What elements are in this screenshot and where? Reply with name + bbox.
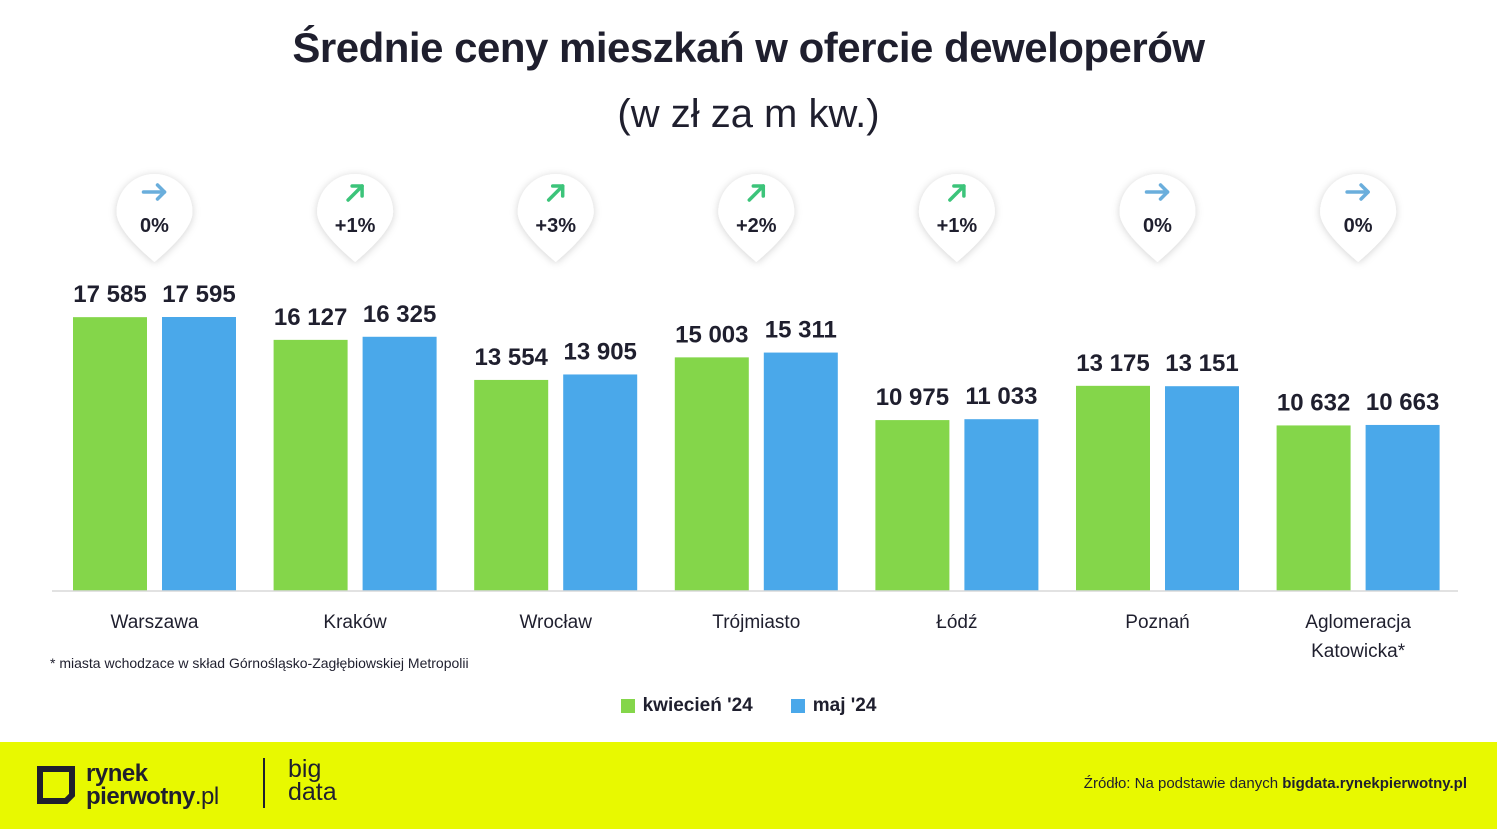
legend-label-may: maj '24 [812,695,877,716]
arrow-up-right-icon [346,184,364,202]
bar-value-label: 16 127 [274,304,347,331]
arrow-right-icon [1345,183,1370,201]
bar-value-label: 15 003 [675,321,748,348]
bar-value-label: 10 663 [1366,389,1439,416]
bar-april [1076,385,1150,591]
category-label: Warszawa [111,612,199,633]
footer-bar: rynek pierwotny.pl big data Źródło: Na p… [0,742,1497,829]
change-badge-shape [1119,174,1196,262]
bar-april [73,317,147,591]
bar-may [1365,424,1440,591]
bigdata-line1: big [288,755,322,783]
bar-value-label: 15 311 [765,317,837,344]
bar-may [1165,386,1239,591]
bar-may [563,374,638,591]
legend-swatch-april [620,699,635,713]
legend: kwiecień '24 maj '24 [0,695,1497,717]
change-badge: 0% [1320,174,1397,262]
change-badge-shape [718,174,795,262]
bigdata-logo: big data [288,755,337,806]
bar-value-label: 16 325 [363,301,436,328]
brand-line2: pierwotny [86,783,195,810]
change-percent-label: 0% [1344,215,1373,237]
chart-subtitle: (w zł za m kw.) [617,92,880,136]
bar-april [474,379,549,591]
bar-value-label: 13 151 [1165,350,1238,377]
bar-value-label: 13 554 [474,344,548,371]
change-percent-label: 0% [1143,215,1172,237]
change-percent-label: +1% [937,215,978,237]
change-percent-label: 0% [140,215,169,237]
bar-april [1276,425,1351,591]
chart-title: Średnie ceny mieszkań w ofercie dewelope… [292,24,1205,71]
category-label: Aglomeracja Katowicka* [1305,612,1411,662]
category-label: Trójmiasto [712,612,800,633]
brand-line1: rynek [86,760,148,787]
change-badge: +3% [517,174,594,262]
change-badge-shape [116,174,193,262]
category-label: Wrocław [519,612,592,633]
bar-april [875,420,950,591]
change-badge-shape [918,174,995,262]
bar-chart: 0% +1% +3% +2% +1% 0% 0% 17 585 17 595 16 127 16 … [52,174,1458,662]
footer-divider [263,758,265,808]
bar-april [674,357,749,591]
arrow-up-right-icon [948,184,966,202]
source-prefix: Źródło: Na podstawie danych [1083,775,1279,792]
bar-value-label: 11 033 [965,383,1037,410]
legend-label-april: kwiecień '24 [642,695,753,716]
bar-may [964,419,1039,591]
bar-value-label: 10 975 [876,384,949,411]
bar-value-label: 13 905 [563,338,636,365]
change-badge: +1% [317,174,394,262]
brand-logo[interactable]: rynek pierwotny.pl [36,760,219,810]
footnote: * miasta wchodzace w skład Górnośląsko-Z… [50,655,469,671]
bar-value-label: 17 595 [162,281,235,308]
change-badge: 0% [1119,174,1196,262]
legend-item-april: kwiecień '24 [620,695,753,717]
change-badge: 0% [116,174,193,262]
arrow-up-right-icon [747,184,766,202]
brand-name: rynek pierwotny.pl [86,760,219,810]
bar-may [763,352,838,591]
legend-swatch-may [790,699,805,713]
arrow-right-icon [1144,183,1170,201]
category-label: Kraków [323,612,387,633]
bar-value-label: 10 632 [1277,389,1350,416]
change-badge-shape [317,174,394,262]
bar-may [362,336,437,591]
change-percent-label: +2% [736,215,777,237]
bar-may [162,317,236,591]
change-badge-shape [1320,174,1397,262]
change-badge: +2% [718,174,795,262]
arrow-right-icon [141,183,167,201]
brand-line2-suffix: .pl [194,783,219,810]
bar-value-label: 17 585 [73,281,146,308]
source-link[interactable]: bigdata.rynekpierwotny.pl [1282,775,1467,792]
category-label: Poznań [1125,612,1189,633]
legend-item-may: maj '24 [790,695,877,717]
bar-april [273,339,348,591]
category-label: Łódź [936,612,977,633]
source-text: Źródło: Na podstawie danych bigdata.ryne… [1084,775,1467,792]
change-badge-shape [517,174,594,262]
logo-square-icon [37,766,75,804]
arrow-up-right-icon [546,184,565,202]
change-badge: +1% [918,174,995,262]
bigdata-line2: data [288,778,337,806]
change-percent-label: +1% [335,215,376,237]
change-percent-label: +3% [535,215,576,237]
bar-value-label: 13 175 [1076,350,1149,377]
